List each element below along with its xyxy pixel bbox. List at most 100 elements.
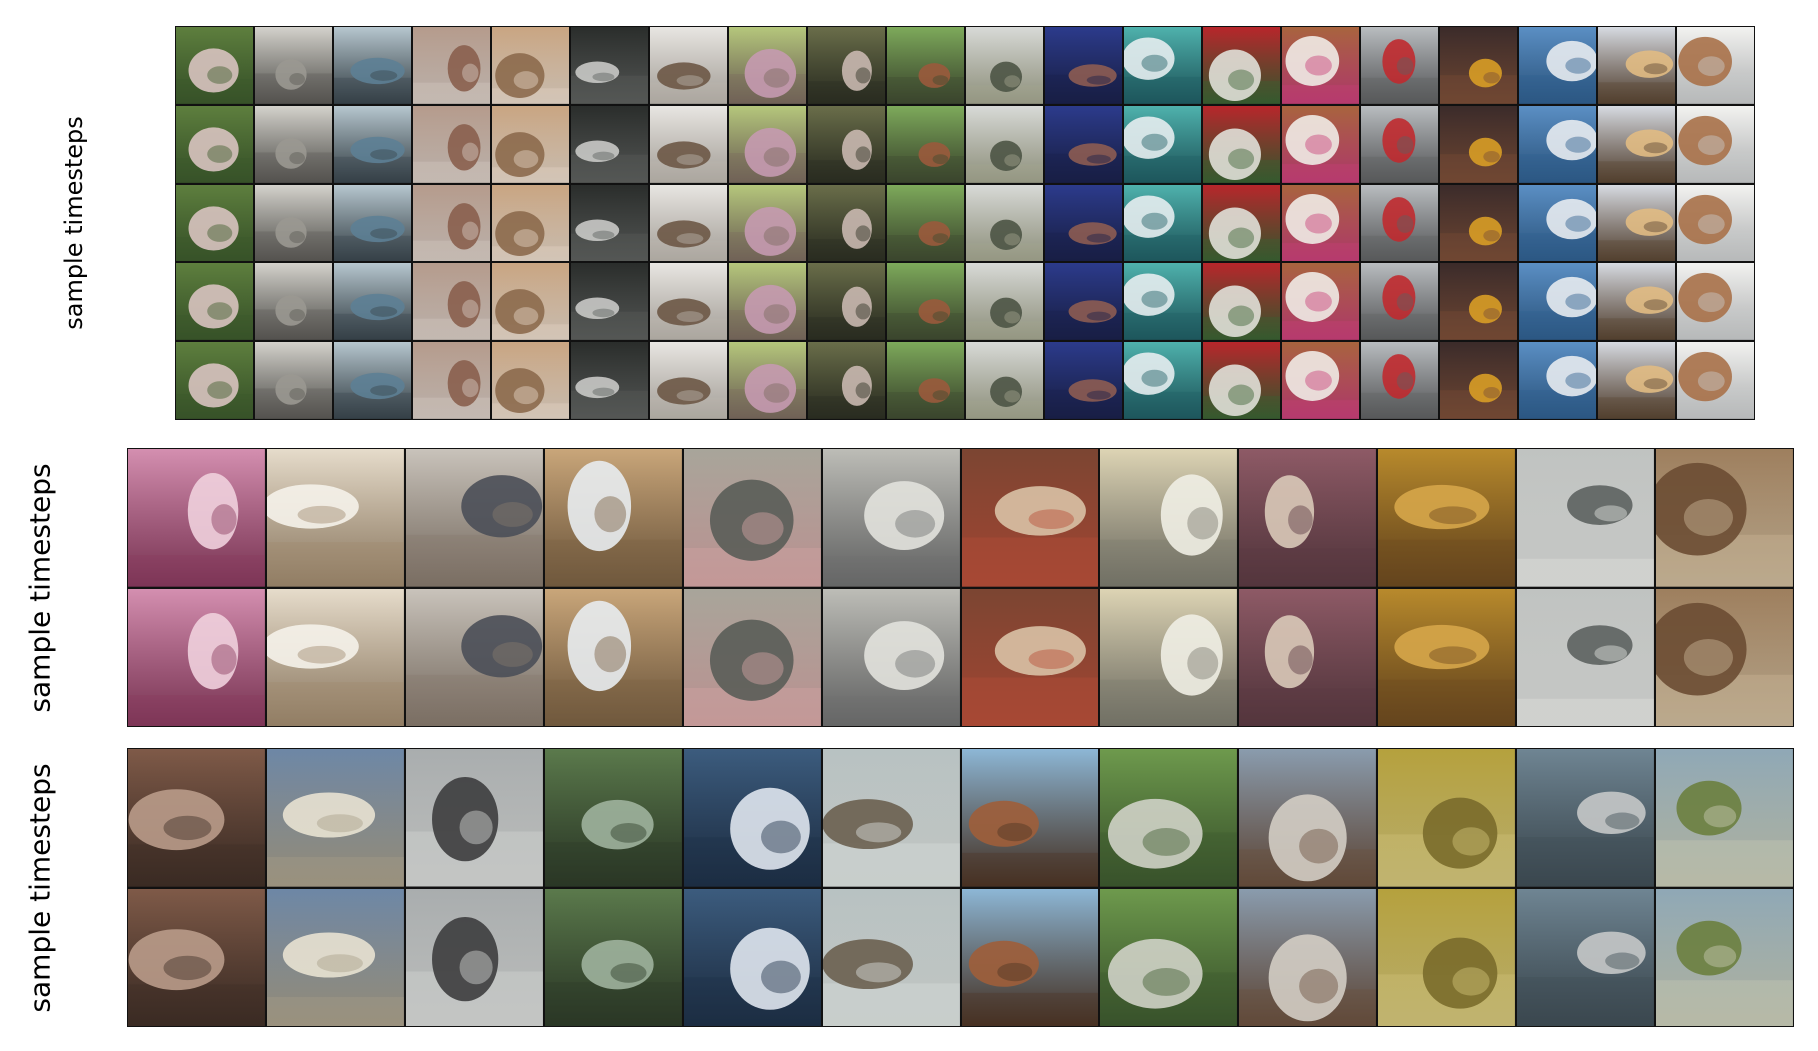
- sample-image: [822, 749, 960, 887]
- sample-image: [405, 449, 543, 587]
- sample-image: [1282, 263, 1359, 341]
- sample-image: [961, 588, 1099, 726]
- sample-image: [1677, 27, 1754, 104]
- sample-image: [1440, 184, 1517, 262]
- sample-image: [808, 27, 885, 104]
- sample-image: [808, 184, 885, 262]
- sample-image: [1378, 588, 1516, 726]
- sample-image: [255, 184, 332, 262]
- sample-image: [176, 184, 253, 262]
- sample-image: [1282, 184, 1359, 262]
- sample-image: [176, 342, 253, 419]
- sample-image: [966, 27, 1043, 104]
- sample-image: [650, 105, 727, 183]
- sample-image: [729, 184, 806, 262]
- sample-image: [1045, 105, 1122, 183]
- sample-image: [966, 105, 1043, 183]
- sample-image: [683, 749, 821, 887]
- sample-image: [1656, 888, 1793, 1026]
- sample-image: [1045, 342, 1122, 419]
- sample-image: [128, 449, 265, 587]
- sample-image: [822, 449, 960, 587]
- sample-image: [1282, 105, 1359, 183]
- sample-image: [492, 263, 569, 341]
- sample-image: [822, 588, 960, 726]
- sample-image: [255, 263, 332, 341]
- sample-image: [492, 27, 569, 104]
- sample-image: [571, 184, 648, 262]
- sample-image: [1239, 888, 1377, 1026]
- sample-image: [334, 263, 411, 341]
- sample-image: [1378, 449, 1516, 587]
- sample-image: [544, 588, 682, 726]
- sample-image: [1239, 449, 1377, 587]
- sample-image: [729, 105, 806, 183]
- sample-image: [729, 342, 806, 419]
- sample-image: [334, 184, 411, 262]
- sample-image: [1203, 263, 1280, 341]
- sample-image: [1519, 263, 1596, 341]
- sample-image: [650, 263, 727, 341]
- sample-image: [266, 449, 404, 587]
- sample-image: [1100, 449, 1238, 587]
- sample-image: [492, 105, 569, 183]
- sample-image: [255, 105, 332, 183]
- sample-image: [1440, 105, 1517, 183]
- sample-image: [1656, 749, 1793, 887]
- sample-image: [1361, 27, 1438, 104]
- sample-image: [1677, 342, 1754, 419]
- sample-image: [1677, 263, 1754, 341]
- y-axis-label: sample timesteps: [23, 462, 57, 713]
- sample-image: [1361, 342, 1438, 419]
- sample-image: [1517, 588, 1655, 726]
- sample-image: [650, 342, 727, 419]
- sample-image: [1598, 184, 1675, 262]
- sample-image: [334, 27, 411, 104]
- sample-image: [1656, 588, 1793, 726]
- sample-image: [729, 263, 806, 341]
- sample-image: [1598, 342, 1675, 419]
- y-axis-label: sample timesteps: [60, 116, 88, 330]
- sample-image: [966, 263, 1043, 341]
- sample-image: [1203, 184, 1280, 262]
- sample-image: [571, 27, 648, 104]
- sample-image: [1282, 27, 1359, 104]
- sample-image: [1045, 27, 1122, 104]
- sample-image: [176, 105, 253, 183]
- sample-image: [683, 449, 821, 587]
- sample-grid: [127, 748, 1794, 1027]
- sample-image: [1656, 449, 1793, 587]
- sample-image: [571, 342, 648, 419]
- sample-image: [1203, 105, 1280, 183]
- sample-image: [1124, 105, 1201, 183]
- sample-image: [413, 263, 490, 341]
- sample-image: [266, 888, 404, 1026]
- sample-image: [1124, 27, 1201, 104]
- sample-image: [255, 27, 332, 104]
- sample-image: [1598, 105, 1675, 183]
- sample-image: [887, 342, 964, 419]
- sample-image: [334, 342, 411, 419]
- sample-image: [650, 27, 727, 104]
- sample-image: [405, 888, 543, 1026]
- sample-image: [492, 184, 569, 262]
- sample-image: [808, 105, 885, 183]
- sample-image: [405, 588, 543, 726]
- sample-image: [729, 27, 806, 104]
- sample-image: [961, 888, 1099, 1026]
- sample-image: [1045, 263, 1122, 341]
- sample-image: [1045, 184, 1122, 262]
- sample-image: [1440, 342, 1517, 419]
- sample-image: [1124, 263, 1201, 341]
- sample-image: [1440, 263, 1517, 341]
- sample-image: [1239, 588, 1377, 726]
- sample-image: [1124, 184, 1201, 262]
- sample-image: [334, 105, 411, 183]
- sample-image: [128, 588, 265, 726]
- sample-image: [544, 749, 682, 887]
- sample-image: [266, 588, 404, 726]
- sample-image: [1100, 888, 1238, 1026]
- sample-image: [887, 263, 964, 341]
- sample-image: [650, 184, 727, 262]
- sample-image: [1598, 27, 1675, 104]
